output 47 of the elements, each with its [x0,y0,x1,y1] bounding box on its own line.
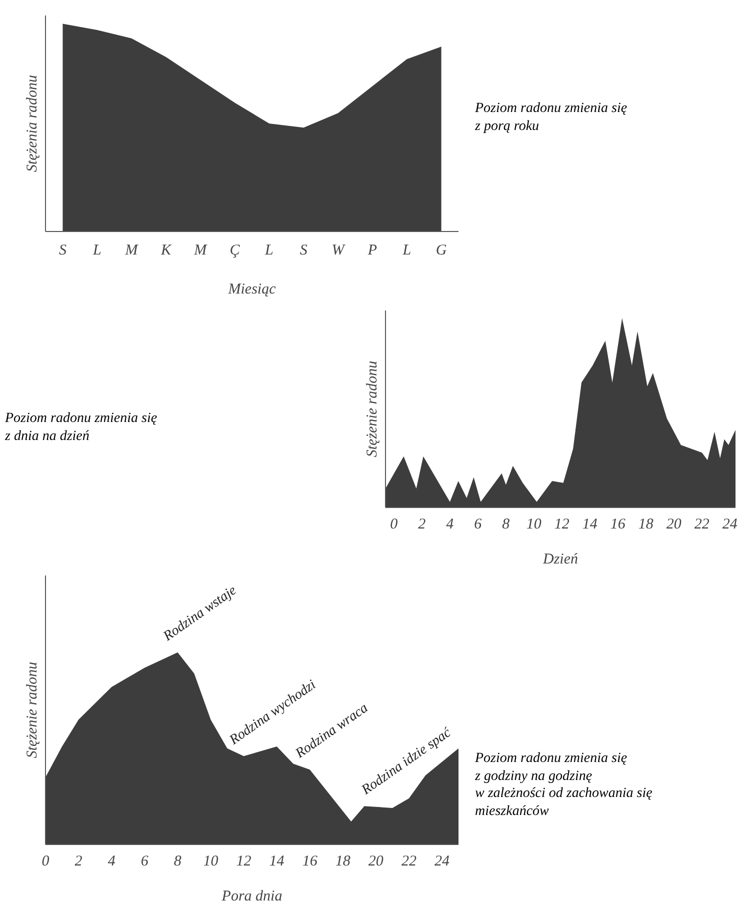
x-tick-label: 2 [418,516,426,532]
x-tick-label: S [300,242,308,258]
x-tick-label: 6 [140,854,149,870]
x-tick-label: L [264,242,274,258]
x-tick-label: 22 [401,854,417,870]
text: Poziom radonu zmienia się z porą roku [475,100,628,135]
x-tick-label: 8 [174,854,182,870]
x-tick-label: 14 [582,516,598,532]
x-axis-title: Dzień [542,552,578,568]
x-tick-label: 10 [203,854,219,870]
x-tick-label: 18 [638,516,654,532]
x-tick-label: 2 [74,854,83,870]
x-tick-label: 20 [368,854,384,870]
text: Poziom radonu zmienia się z godziny na godzinę w zależności od zachowania się mieszkańców [475,750,652,820]
x-tick-label: L [402,242,412,258]
x-axis-title: Pora dnia [220,888,282,904]
x-tick-label: 24 [434,854,450,870]
x-tick-label: 16 [610,516,626,532]
x-tick-label: M [124,242,140,258]
x-axis-title: Miesiąc [227,282,276,298]
x-tick-label: K [160,242,172,258]
x-tick-label: L [92,242,102,258]
x-tick-label: 16 [302,854,318,870]
text: Poziom radonu zmienia się z dnia na dzień [5,410,158,445]
x-tick-label: 6 [474,516,482,532]
x-tick-label: 14 [269,854,285,870]
x-tick-label: 0 [390,516,398,532]
x-tick-label: G [436,242,447,258]
x-tick-label: 12 [236,854,252,870]
x-tick-label: 10 [526,516,542,532]
x-tick-label: S [58,242,67,258]
y-axis-title: Stężenie radonu [364,360,380,458]
x-tick-label: 4 [446,516,454,532]
x-tick-label: P [366,242,378,258]
x-tick-label: 18 [335,854,351,870]
y-axis-title: Stężenia radonu [24,74,40,172]
x-tick-label: M [193,242,208,258]
x-tick-label: 0 [42,854,50,870]
x-tick-label: 12 [554,516,570,532]
x-tick-label: 20 [666,516,682,532]
y-axis-title: Stężenie radonu [24,662,40,758]
x-tick-label: 8 [502,516,510,532]
x-tick-label: 4 [108,854,116,870]
x-tick-label: 22 [694,516,710,532]
x-tick-label: W [332,242,346,258]
x-tick-label: Ç [230,242,241,258]
x-tick-label: 24 [722,516,738,532]
